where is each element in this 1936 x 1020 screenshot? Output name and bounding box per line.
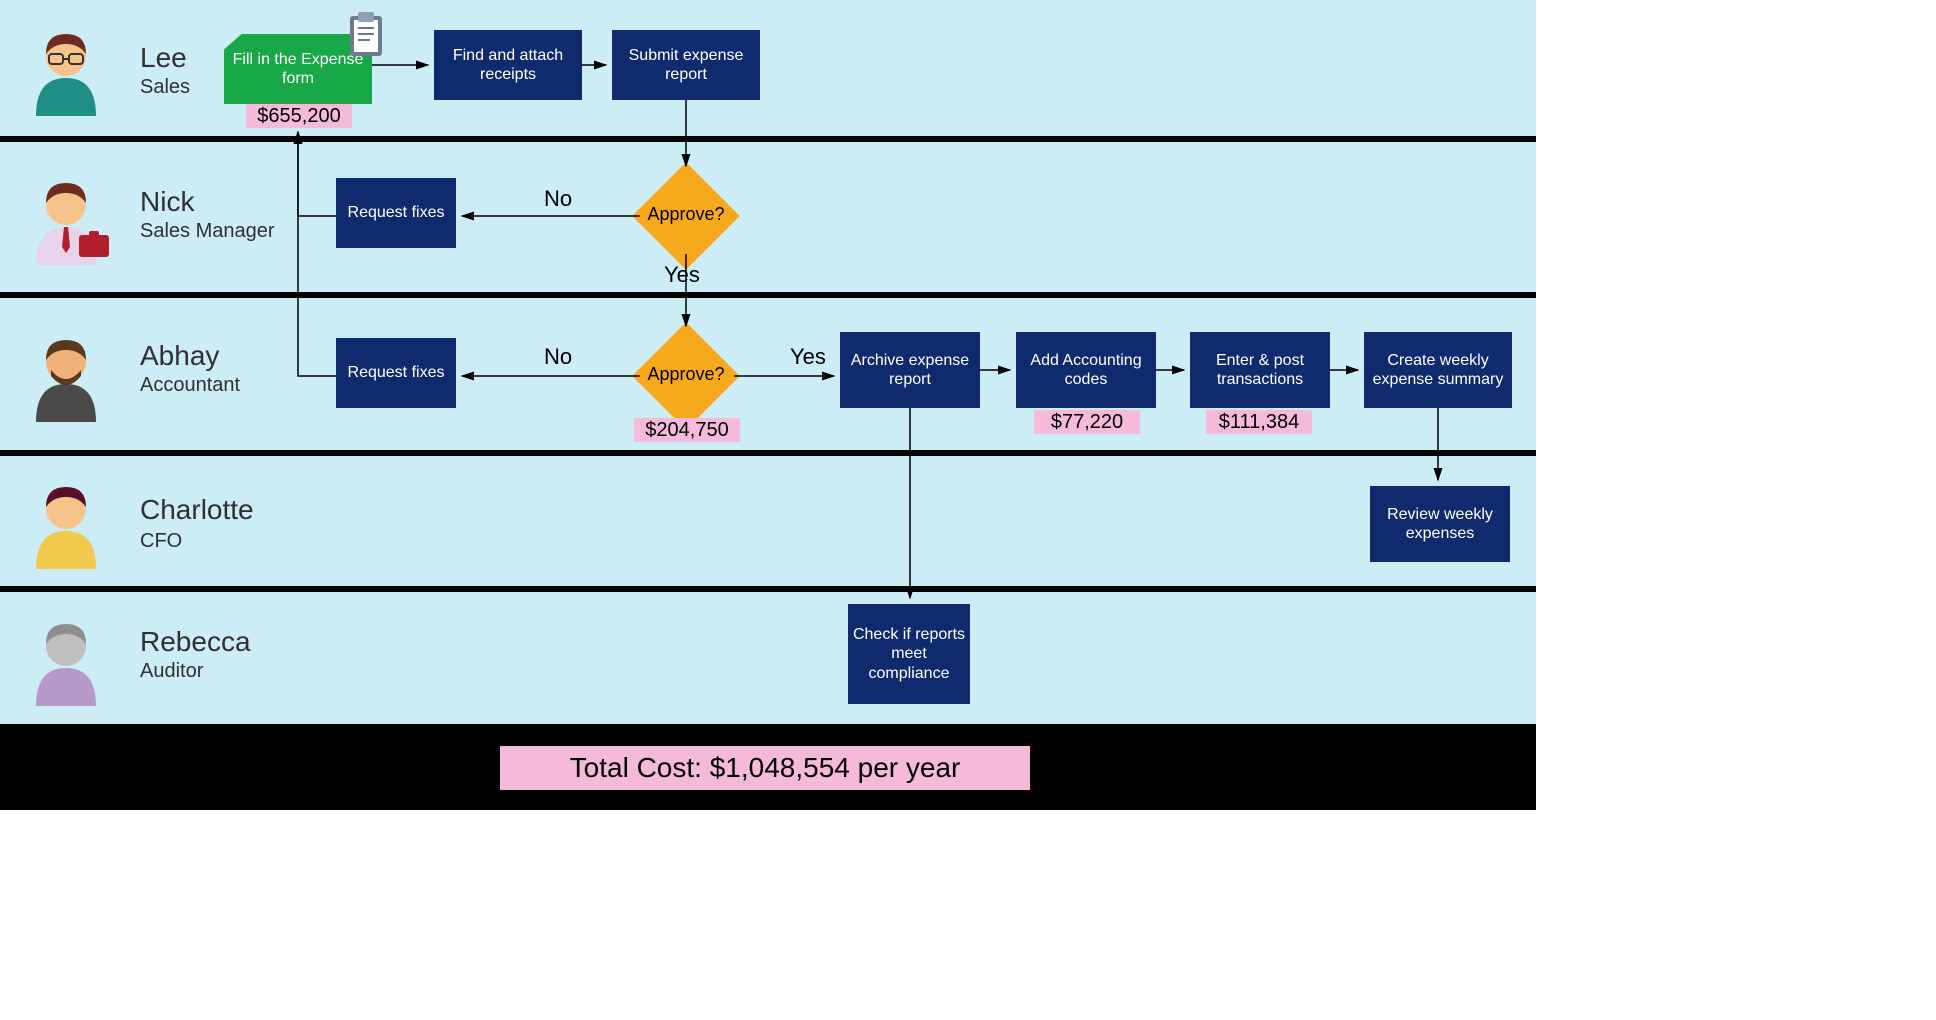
person-role-rebecca: Auditor bbox=[140, 660, 203, 683]
avatar-rebecca bbox=[18, 610, 114, 706]
cost-approve_2: $204,750 bbox=[634, 418, 740, 442]
edge-label-yes_2: Yes bbox=[790, 344, 826, 370]
person-name-rebecca: Rebecca bbox=[140, 626, 251, 658]
node-enter_post: Enter & post transactions bbox=[1190, 332, 1330, 408]
node-review: Review weekly expenses bbox=[1370, 486, 1510, 562]
cost-fill_form: $655,200 bbox=[246, 104, 352, 128]
cost-enter_post: $111,384 bbox=[1206, 410, 1312, 434]
person-name-lee: Lee bbox=[140, 42, 187, 74]
avatar-nick bbox=[18, 169, 114, 265]
lane-divider bbox=[0, 586, 1536, 592]
node-req_fixes_1: Request fixes bbox=[336, 178, 456, 248]
edge-label-no_1: No bbox=[544, 186, 572, 212]
lane-divider bbox=[0, 450, 1536, 456]
swimlane-flowchart: LeeSales NickSales Manager AbhayAccountant… bbox=[0, 0, 1536, 810]
node-find_receipts: Find and attach receipts bbox=[434, 30, 582, 100]
person-role-abhay: Accountant bbox=[140, 374, 240, 397]
node-add_codes: Add Accounting codes bbox=[1016, 332, 1156, 408]
lane-divider bbox=[0, 292, 1536, 298]
lane-divider bbox=[0, 136, 1536, 142]
avatar-abhay bbox=[18, 326, 114, 422]
clipboard-icon bbox=[346, 10, 386, 58]
person-name-charlotte: Charlotte bbox=[140, 494, 254, 526]
avatar-charlotte bbox=[18, 473, 114, 569]
person-name-nick: Nick bbox=[140, 186, 194, 218]
node-submit: Submit expense report bbox=[612, 30, 760, 100]
person-name-abhay: Abhay bbox=[140, 340, 219, 372]
edge-label-no_2: No bbox=[544, 344, 572, 370]
node-create_summary: Create weekly expense summary bbox=[1364, 332, 1512, 408]
node-archive: Archive expense report bbox=[840, 332, 980, 408]
total-cost: Total Cost: $1,048,554 per year bbox=[500, 746, 1030, 790]
person-role-charlotte: CFO bbox=[140, 530, 182, 553]
person-role-lee: Sales bbox=[140, 76, 190, 99]
cost-add_codes: $77,220 bbox=[1034, 410, 1140, 434]
person-role-nick: Sales Manager bbox=[140, 220, 275, 243]
lane-rebecca bbox=[0, 592, 1536, 724]
avatar-lee bbox=[18, 20, 114, 116]
node-compliance: Check if reports meet compliance bbox=[848, 604, 970, 704]
lane-nick bbox=[0, 142, 1536, 292]
edge-label-yes_1: Yes bbox=[664, 262, 700, 288]
node-req_fixes_2: Request fixes bbox=[336, 338, 456, 408]
